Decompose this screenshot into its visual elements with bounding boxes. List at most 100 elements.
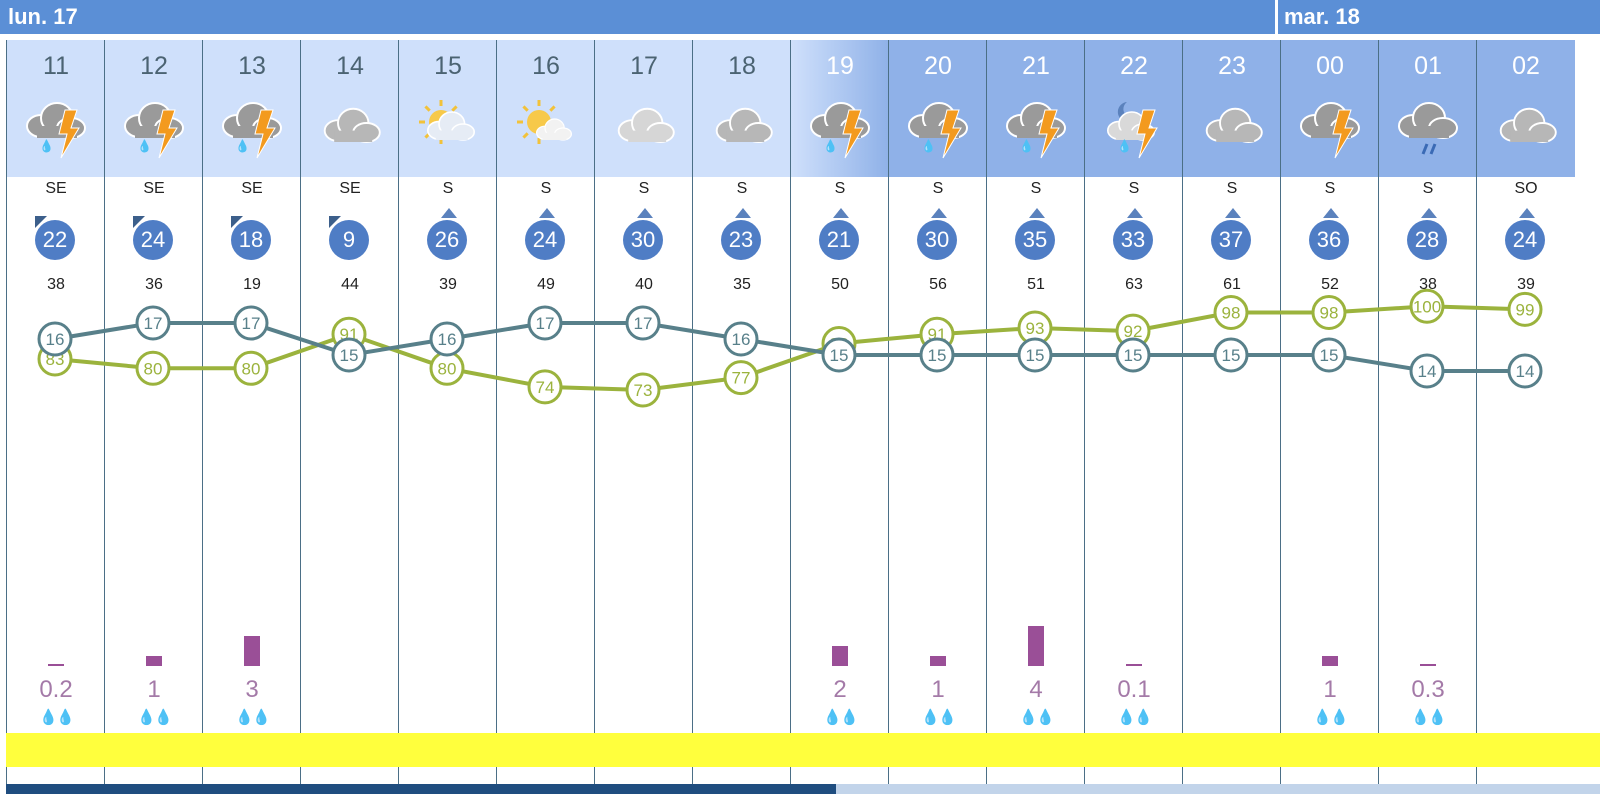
wind-direction: S <box>1324 180 1336 197</box>
wind-direction: S <box>442 180 454 197</box>
wind-gust: 61 <box>1223 276 1241 293</box>
partly-sunny-icon <box>413 98 485 160</box>
hour-column-14: 14 SE 9 44 <box>300 40 399 784</box>
wind-direction: S <box>932 180 944 197</box>
hour-label: 01 <box>1414 52 1442 80</box>
forecast-columns: 11 💧 SE 22 38 0.2 💧💧 12 💧 SE 24 36 1 💧💧 13 💧 SE 18 19 3 💧… <box>6 40 1600 784</box>
wind-speed: 22 <box>35 220 75 260</box>
hour-label: 21 <box>1022 52 1050 80</box>
wind-arrow-icon <box>539 208 555 218</box>
thunderstorm-rain-icon: 💧 <box>805 98 877 160</box>
wind-speed: 24 <box>525 220 565 260</box>
precipitation-bar <box>146 656 162 666</box>
wind-arrow-icon <box>1029 208 1045 218</box>
rain-drops-icon: 💧💧 <box>823 709 858 726</box>
svg-text:💧: 💧 <box>823 139 838 153</box>
hour-column-13: 13 💧 SE 18 19 3 💧💧 <box>202 40 301 784</box>
precipitation-value: 2 <box>833 676 847 703</box>
wind-arrow-icon <box>1519 208 1535 218</box>
thunderstorm-rain-icon: 💧 <box>119 98 191 160</box>
wind-gust: 52 <box>1321 276 1339 293</box>
wind-direction: S <box>1226 180 1238 197</box>
day-label-tuesday: mar. 18 <box>1284 4 1360 29</box>
hour-column-12: 12 💧 SE 24 36 1 💧💧 <box>104 40 203 784</box>
thunderstorm-rain-icon: 💧 <box>217 98 289 160</box>
cloudy-icon <box>1197 98 1269 160</box>
hour-column-20: 20 💧 S 30 56 1 💧💧 <box>888 40 987 784</box>
hour-label: 18 <box>728 52 756 80</box>
uv-index-strip <box>6 733 1600 767</box>
wind-speed: 33 <box>1113 220 1153 260</box>
svg-text:💧: 💧 <box>921 139 936 153</box>
precipitation-bar <box>1420 664 1436 666</box>
hour-label: 23 <box>1218 52 1246 80</box>
hour-header <box>497 40 595 177</box>
precipitation-bar <box>832 646 848 666</box>
wind-speed: 30 <box>623 220 663 260</box>
wind-arrow-icon <box>441 208 457 218</box>
wind-direction: SE <box>241 180 263 197</box>
hour-label: 02 <box>1512 52 1540 80</box>
rain-drops-icon: 💧💧 <box>921 709 956 726</box>
wind-gust: 50 <box>831 276 849 293</box>
thunderstorm-rain-icon: 💧 <box>21 98 93 160</box>
rain-drops-icon: 💧💧 <box>235 709 270 726</box>
scrollbar-thumb[interactable] <box>6 784 836 794</box>
wind-gust: 36 <box>145 276 163 293</box>
day-header-bar: lun. 17 mar. 18 <box>0 0 1600 34</box>
wind-speed: 9 <box>329 220 369 260</box>
rain-drops-icon: 💧💧 <box>1411 709 1446 726</box>
wind-direction: SO <box>1514 180 1538 197</box>
hour-label: 15 <box>434 52 462 80</box>
wind-speed: 23 <box>721 220 761 260</box>
hour-label: 19 <box>826 52 854 80</box>
wind-direction: S <box>638 180 650 197</box>
hour-label: 17 <box>630 52 658 80</box>
rain-drops-icon: 💧💧 <box>39 709 74 726</box>
precipitation-value: 1 <box>147 676 161 703</box>
wind-gust: 38 <box>47 276 65 293</box>
precipitation-value: 0.3 <box>1411 676 1445 703</box>
svg-text:💧: 💧 <box>1117 139 1132 153</box>
wind-speed: 36 <box>1309 220 1349 260</box>
wind-arrow-icon <box>931 208 947 218</box>
wind-arrow-icon <box>833 208 849 218</box>
wind-arrow-icon <box>1323 208 1339 218</box>
precipitation-value: 3 <box>245 676 259 703</box>
hour-column-23: 23 S 37 61 <box>1182 40 1281 784</box>
rain-drops-icon: 💧💧 <box>1313 709 1348 726</box>
rain-drops-icon: 💧💧 <box>137 709 172 726</box>
precipitation-bar <box>244 636 260 666</box>
hour-column-22: 22 💧 S 33 63 0.1 💧💧 <box>1084 40 1183 784</box>
wind-direction: S <box>540 180 552 197</box>
precipitation-value: 4 <box>1029 676 1043 703</box>
wind-arrow-icon <box>1421 208 1437 218</box>
precipitation-bar <box>1126 664 1142 666</box>
day-separator <box>1275 0 1278 34</box>
svg-text:💧: 💧 <box>39 139 54 153</box>
wind-gust: 44 <box>341 276 359 293</box>
wind-direction: SE <box>45 180 67 197</box>
hour-column-00: 00 S 36 52 1 💧💧 <box>1280 40 1379 784</box>
hour-column-02: 02 SO 24 39 <box>1476 40 1575 784</box>
wind-arrow-icon <box>1225 208 1241 218</box>
hour-column-19: 19 💧 S 21 50 2 💧💧 <box>790 40 889 784</box>
hour-label: 13 <box>238 52 266 80</box>
wind-gust: 56 <box>929 276 947 293</box>
wind-direction: S <box>1128 180 1140 197</box>
wind-arrow-icon <box>1127 208 1143 218</box>
precipitation-bar <box>930 656 946 666</box>
wind-direction: S <box>834 180 846 197</box>
horizontal-scrollbar[interactable] <box>6 784 1600 794</box>
wind-gust: 39 <box>439 276 457 293</box>
wind-direction: S <box>1422 180 1434 197</box>
hour-column-16: 16 S 24 49 <box>496 40 595 784</box>
wind-speed: 30 <box>917 220 957 260</box>
hour-label: 14 <box>336 52 364 80</box>
cloudy-icon <box>707 98 779 160</box>
precipitation-bar <box>1322 656 1338 666</box>
wind-speed: 35 <box>1015 220 1055 260</box>
wind-direction: S <box>1030 180 1042 197</box>
night-thunderstorm-icon: 💧 <box>1099 98 1171 160</box>
wind-speed: 18 <box>231 220 271 260</box>
